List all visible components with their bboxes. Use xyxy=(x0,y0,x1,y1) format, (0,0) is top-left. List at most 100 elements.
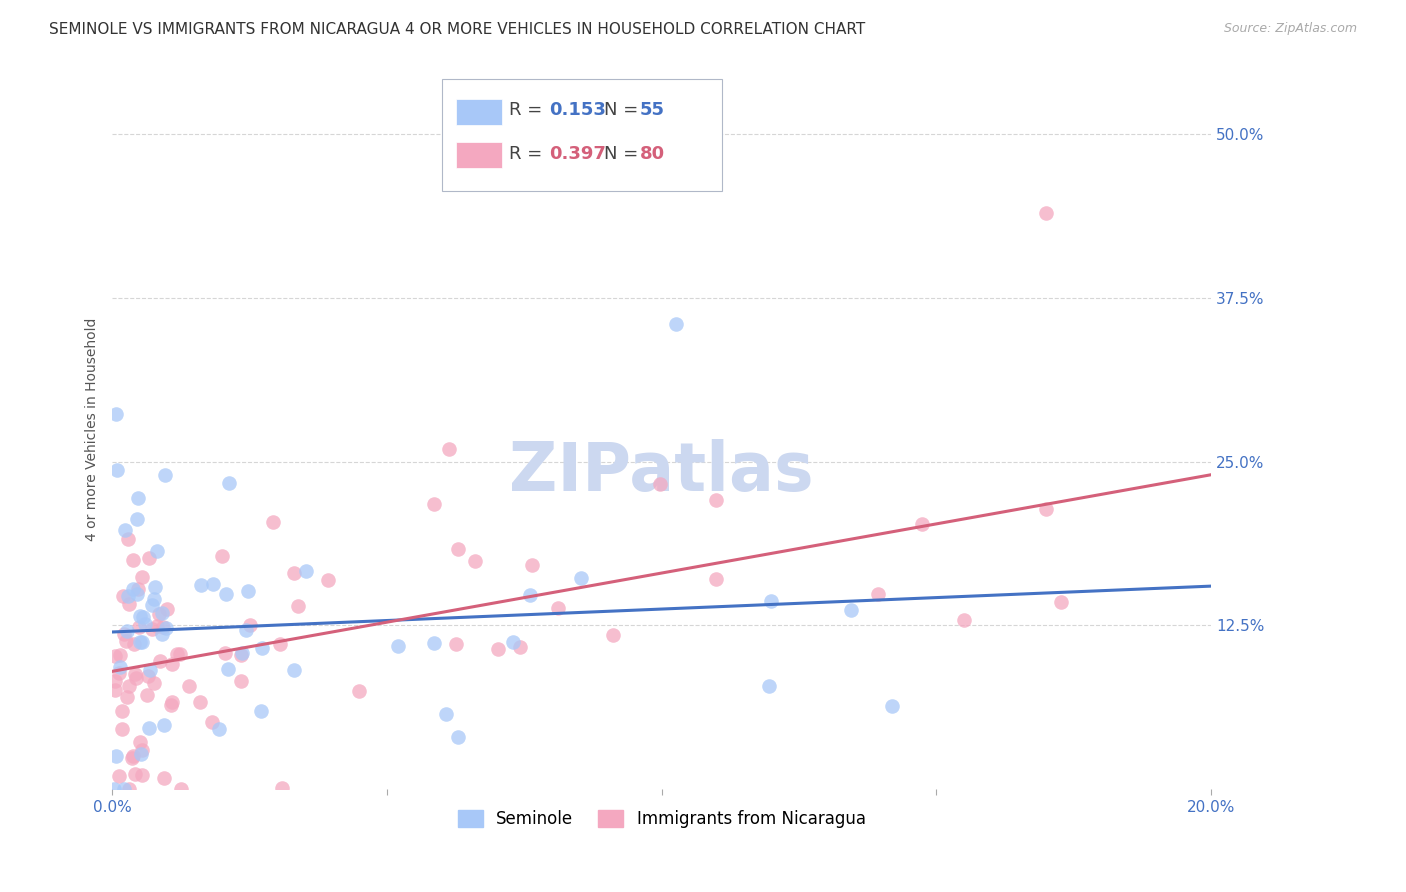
Point xyxy=(131,570,153,584)
Point xyxy=(519,588,541,602)
Text: 55: 55 xyxy=(640,102,665,120)
Text: SEMINOLE VS IMMIGRANTS FROM NICARAGUA 4 OR MORE VEHICLES IN HOUSEHOLD CORRELATIO: SEMINOLE VS IMMIGRANTS FROM NICARAGUA 4 … xyxy=(49,22,866,37)
Text: 0.153: 0.153 xyxy=(548,102,606,120)
Point xyxy=(249,704,271,718)
Point xyxy=(239,618,262,632)
Point xyxy=(111,723,134,737)
Y-axis label: 4 or more Vehicles in Household: 4 or more Vehicles in Household xyxy=(86,318,100,541)
Point xyxy=(179,679,201,693)
Legend: Seminole, Immigrants from Nicaragua: Seminole, Immigrants from Nicaragua xyxy=(451,804,872,835)
Point xyxy=(115,690,138,704)
Point xyxy=(287,599,309,613)
Point xyxy=(387,640,409,654)
Point xyxy=(211,549,233,563)
Text: ZIPatlas: ZIPatlas xyxy=(509,439,814,505)
Point xyxy=(142,591,165,606)
Point xyxy=(152,627,174,641)
Point xyxy=(107,769,129,783)
Point xyxy=(125,587,148,601)
Point xyxy=(117,589,139,603)
Point xyxy=(486,641,509,656)
Point xyxy=(118,782,141,797)
Point xyxy=(138,551,160,566)
Point xyxy=(122,552,145,566)
Point xyxy=(104,648,127,663)
Point xyxy=(112,782,135,797)
Point xyxy=(910,516,932,531)
Point xyxy=(238,583,260,598)
Text: 0.397: 0.397 xyxy=(548,145,606,162)
Point xyxy=(112,627,135,641)
Point xyxy=(953,613,976,627)
Text: Source: ZipAtlas.com: Source: ZipAtlas.com xyxy=(1223,22,1357,36)
Point xyxy=(134,617,156,632)
Point xyxy=(704,572,727,586)
Point xyxy=(262,515,284,529)
Point xyxy=(118,679,141,693)
Point xyxy=(502,635,524,649)
Point xyxy=(602,627,624,641)
Point xyxy=(155,621,177,635)
Point xyxy=(136,669,159,683)
Point xyxy=(229,673,252,688)
Point xyxy=(127,512,149,526)
Point xyxy=(131,634,153,648)
Point xyxy=(446,637,468,651)
Point xyxy=(149,654,172,668)
Point xyxy=(129,635,152,649)
Point xyxy=(148,607,170,621)
Point xyxy=(269,637,291,651)
Point xyxy=(121,749,143,764)
Point xyxy=(704,493,727,508)
Point xyxy=(124,667,146,681)
Point xyxy=(121,751,143,765)
Point xyxy=(141,622,163,636)
Point xyxy=(131,609,153,624)
Point xyxy=(105,749,128,764)
Point xyxy=(201,576,224,591)
Point xyxy=(139,663,162,677)
Point xyxy=(214,646,236,660)
Point xyxy=(129,735,152,749)
Point xyxy=(447,731,470,745)
Point xyxy=(250,641,273,656)
Point xyxy=(143,580,166,594)
Point xyxy=(547,600,569,615)
Point xyxy=(160,695,183,709)
Point xyxy=(759,593,782,607)
FancyBboxPatch shape xyxy=(457,142,502,168)
Point xyxy=(152,620,174,634)
Point xyxy=(283,664,305,678)
Point xyxy=(880,699,903,714)
Point xyxy=(162,657,184,671)
Point xyxy=(347,684,370,698)
Point xyxy=(214,587,236,601)
Point xyxy=(160,698,183,713)
Point xyxy=(153,468,176,483)
Point xyxy=(229,648,252,662)
Point xyxy=(112,589,135,603)
Point xyxy=(434,706,457,721)
Point xyxy=(464,554,486,568)
Point xyxy=(152,606,174,620)
Point xyxy=(122,637,145,651)
Point xyxy=(169,648,191,662)
Point xyxy=(217,662,239,676)
Text: N =: N = xyxy=(603,145,644,162)
Point xyxy=(509,640,531,655)
Point xyxy=(758,679,780,693)
Point xyxy=(447,542,470,557)
Point xyxy=(143,675,166,690)
Point xyxy=(648,476,671,491)
Point xyxy=(201,715,224,730)
Point xyxy=(118,598,141,612)
Point xyxy=(423,498,446,512)
Point xyxy=(208,722,231,736)
Point xyxy=(124,766,146,780)
Point xyxy=(153,772,176,786)
Point xyxy=(105,462,128,476)
Point xyxy=(108,660,131,674)
FancyBboxPatch shape xyxy=(441,79,723,191)
Point xyxy=(665,317,688,331)
Point xyxy=(520,558,543,572)
